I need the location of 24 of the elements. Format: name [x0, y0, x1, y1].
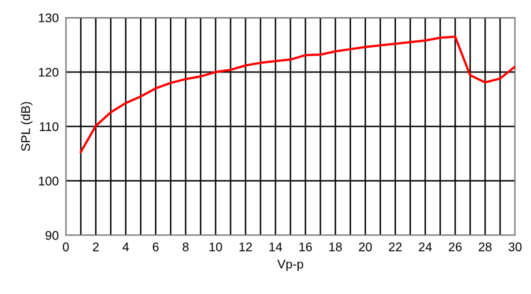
x-tick-label: 20	[359, 242, 372, 252]
x-tick-label: 8	[182, 242, 189, 252]
y-tick-label: 100	[39, 176, 58, 186]
x-tick-label: 28	[478, 242, 492, 252]
line-series	[80, 36, 516, 154]
x-tick-label: 30	[508, 242, 522, 252]
x-tick-label: 12	[240, 242, 252, 252]
x-tick-label: 26	[448, 242, 462, 252]
x-tick-label: 24	[418, 242, 432, 252]
x-tick-label: 14	[269, 242, 282, 252]
y-tick-label: 90	[46, 231, 58, 240]
x-tick-label: 18	[329, 242, 342, 252]
y-tick-label: 130	[39, 13, 58, 22]
x-tick-label: 0	[62, 242, 69, 252]
x-tick-label: 6	[152, 242, 159, 252]
y-axis-title: SPL (dB)	[20, 102, 32, 151]
y-tick-label: 120	[39, 68, 58, 77]
x-tick-label: 2	[92, 242, 99, 252]
x-axis-title: Vp-p	[277, 260, 304, 272]
x-tick-label: 4	[122, 242, 129, 252]
y-tick-label: 110	[40, 122, 58, 132]
x-tick-label: 10	[210, 242, 222, 252]
x-tick-label: 16	[299, 242, 312, 252]
x-tick-label: 22	[388, 242, 402, 252]
